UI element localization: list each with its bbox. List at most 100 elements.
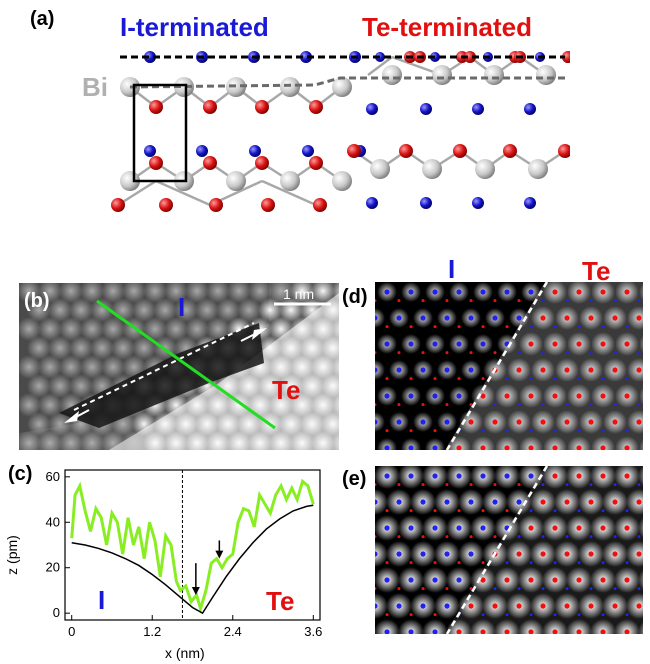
- interstitial-marker: [517, 403, 521, 407]
- site-marker: [396, 603, 402, 609]
- bond: [155, 179, 211, 207]
- interstitial-marker: [385, 509, 389, 513]
- interstitial-marker: [577, 325, 581, 329]
- interstitial-marker: [505, 429, 509, 433]
- tellurium-atom: [347, 144, 361, 158]
- surface-atom: [311, 431, 335, 450]
- surface-atom: [248, 283, 272, 303]
- y-tick-label: 60: [46, 469, 60, 484]
- lattice-site: [518, 619, 544, 634]
- site-marker: [516, 551, 522, 557]
- interstitial-marker: [469, 535, 473, 539]
- interstitial-marker: [601, 325, 605, 329]
- tellurium-atom: [464, 51, 476, 63]
- interstitial-marker: [589, 587, 593, 591]
- iodine-atom: [196, 145, 208, 157]
- surface-atom: [19, 283, 41, 303]
- interstitial-marker: [493, 299, 497, 303]
- site-marker: [576, 393, 582, 399]
- bismuth-atom: [370, 159, 390, 179]
- surface-atom: [216, 412, 240, 436]
- lattice-site: [591, 436, 615, 450]
- lattice-site: [626, 489, 643, 515]
- site-marker: [432, 445, 438, 450]
- surface-atom: [69, 374, 93, 398]
- interstitial-marker: [613, 483, 617, 487]
- interstitial-marker: [553, 325, 557, 329]
- site-marker: [432, 289, 438, 295]
- interstitial-marker: [409, 613, 413, 617]
- surface-atom: [206, 393, 230, 417]
- site-marker: [564, 499, 570, 505]
- bismuth-atom: [280, 77, 300, 97]
- iodine-atom: [144, 145, 156, 157]
- interstitial-marker: [637, 483, 641, 487]
- interstitial-marker: [505, 561, 509, 565]
- site-marker: [420, 367, 426, 373]
- interstitial-marker: [517, 483, 521, 487]
- lattice-site: [639, 439, 643, 450]
- interstitial-marker: [433, 509, 437, 513]
- surface-atom: [332, 283, 339, 302]
- site-marker: [384, 445, 390, 450]
- surface-atom: [69, 298, 93, 322]
- surface-atom: [48, 412, 72, 436]
- site-marker: [384, 629, 390, 634]
- site-marker: [552, 473, 558, 479]
- lattice-site: [626, 593, 643, 619]
- lattice-site: [495, 436, 519, 450]
- y-tick-label: 0: [53, 605, 60, 620]
- surface-atom: [27, 412, 51, 436]
- site-marker: [456, 525, 462, 531]
- surface-atom: [332, 356, 339, 378]
- interstitial-marker: [493, 483, 497, 487]
- surface-atom: [59, 317, 83, 341]
- interstitial-marker: [565, 299, 569, 303]
- interstitial-marker: [613, 403, 617, 407]
- site-marker: [408, 525, 414, 531]
- site-marker: [420, 315, 426, 321]
- interstitial-marker: [529, 509, 533, 513]
- interstitial-marker: [529, 561, 533, 565]
- site-marker: [600, 629, 606, 634]
- site-marker: [396, 419, 402, 425]
- surface-atom: [216, 298, 240, 322]
- interstitial-marker: [433, 429, 437, 433]
- site-marker: [375, 603, 378, 609]
- iodine-atom: [524, 197, 536, 209]
- site-marker: [612, 315, 618, 321]
- x-tick-label: 0: [68, 624, 75, 639]
- site-marker: [432, 473, 438, 479]
- lattice-site: [639, 387, 643, 405]
- surface-atom: [164, 317, 188, 341]
- interstitial-marker: [469, 587, 473, 591]
- surface-atom: [38, 317, 62, 341]
- lattice-site: [494, 619, 520, 634]
- tellurium-atom: [149, 156, 163, 170]
- interstitial-marker: [529, 613, 533, 617]
- iodine-atom: [144, 51, 156, 63]
- site-marker: [552, 629, 558, 634]
- interstitial-marker: [469, 483, 473, 487]
- interstitial-marker: [469, 403, 473, 407]
- site-marker: [420, 419, 426, 425]
- site-marker: [588, 499, 594, 505]
- site-marker: [432, 341, 438, 347]
- interstitial-marker: [397, 535, 401, 539]
- interstitial-marker: [433, 325, 437, 329]
- surface-atom: [174, 298, 198, 322]
- site-marker: [600, 577, 606, 583]
- panel-b-i-label: I: [178, 292, 186, 322]
- interstitial-marker: [577, 509, 581, 513]
- surface-atom: [101, 283, 125, 303]
- surface-atom: [80, 283, 104, 303]
- interstitial-marker: [481, 377, 485, 381]
- lattice-site: [375, 308, 385, 328]
- iodine-atom: [472, 103, 484, 115]
- interstitial-marker: [493, 535, 497, 539]
- iodine-atom: [249, 145, 261, 157]
- interstitial-marker: [637, 299, 641, 303]
- site-marker: [636, 419, 642, 425]
- site-marker: [576, 289, 582, 295]
- surface-atom: [19, 355, 41, 379]
